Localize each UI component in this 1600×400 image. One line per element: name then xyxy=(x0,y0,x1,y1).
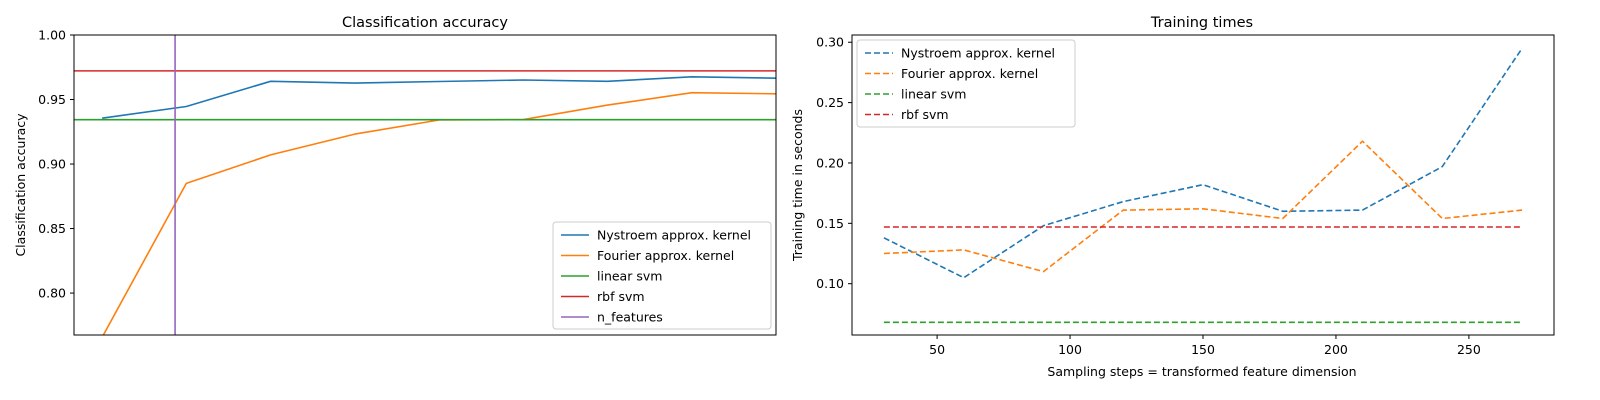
training-times-plot-area: 0.10 0.15 0.20 0.25 0.30 50 100 150 200 250 xyxy=(816,34,1555,357)
x-tick-label: 50 xyxy=(929,342,945,357)
chart-0-series-group xyxy=(74,35,776,335)
chart-0-frame xyxy=(73,34,777,336)
legend-label-linear-svm: linear svm xyxy=(901,87,966,102)
legend-label-fourier-approx-kernel: Fourier approx. kernel xyxy=(597,248,734,263)
y-tick-label: 0.80 xyxy=(38,286,66,301)
x-tick-label: 100 xyxy=(1058,342,1082,357)
x-tick-label: 200 xyxy=(1324,342,1348,357)
legend-label-nystroem-approx-kernel: Nystroem approx. kernel xyxy=(901,46,1055,61)
legend-box xyxy=(552,221,772,330)
training-times-chart-xlabel: Sampling steps = transformed feature dim… xyxy=(1047,364,1356,379)
x-tick-label: 250 xyxy=(1457,342,1481,357)
y-tick-label: 0.25 xyxy=(816,95,844,110)
accuracy-plot-area: 0.80 0.85 0.90 0.95 1.00 xyxy=(38,28,777,336)
y-tick-label: 0.85 xyxy=(38,221,66,236)
accuracy-chart-title: Classification accuracy xyxy=(342,15,508,31)
y-tick-label: 1.00 xyxy=(38,28,66,43)
y-tick-label: 0.95 xyxy=(38,92,66,107)
training-times-chart-ylabel: Training time in seconds xyxy=(790,109,805,262)
legend-label-rbf-svm: rbf svm xyxy=(597,289,645,304)
y-tick-label: 0.90 xyxy=(38,157,66,172)
x-tick-label: 150 xyxy=(1191,342,1215,357)
y-tick-label: 0.15 xyxy=(816,216,844,231)
y-tick-label: 0.20 xyxy=(816,155,844,170)
accuracy-chart: Classification accuracy Classification a… xyxy=(13,15,777,336)
y-tick-label: 0.10 xyxy=(816,276,844,291)
legend-label-nystroem-approx-kernel: Nystroem approx. kernel xyxy=(597,228,751,243)
legend-label-rbf-svm: rbf svm xyxy=(901,107,949,122)
chart-1-series-group xyxy=(883,47,1523,324)
legend-label-linear-svm: linear svm xyxy=(597,269,662,284)
training-times-chart: Training times Training time in seconds … xyxy=(790,15,1555,379)
training-times-chart-title: Training times xyxy=(1150,15,1253,31)
series-line-nystroem-approx-kernel xyxy=(883,47,1523,279)
y-tick-label: 0.30 xyxy=(816,35,844,50)
series-line-nystroem-approx-kernel xyxy=(101,76,776,119)
legend-label-fourier-approx-kernel: Fourier approx. kernel xyxy=(901,66,1038,81)
series-line-fourier-approx-kernel xyxy=(883,140,1523,273)
accuracy-legend: Nystroem approx. kernel Fourier approx. k… xyxy=(552,221,772,330)
accuracy-chart-ylabel: Classification accuracy xyxy=(13,113,28,257)
legend-box xyxy=(856,39,1076,128)
legend-label-n-features: n_features xyxy=(597,310,663,325)
training-times-legend: Nystroem approx. kernel Fourier approx. k… xyxy=(856,39,1076,128)
